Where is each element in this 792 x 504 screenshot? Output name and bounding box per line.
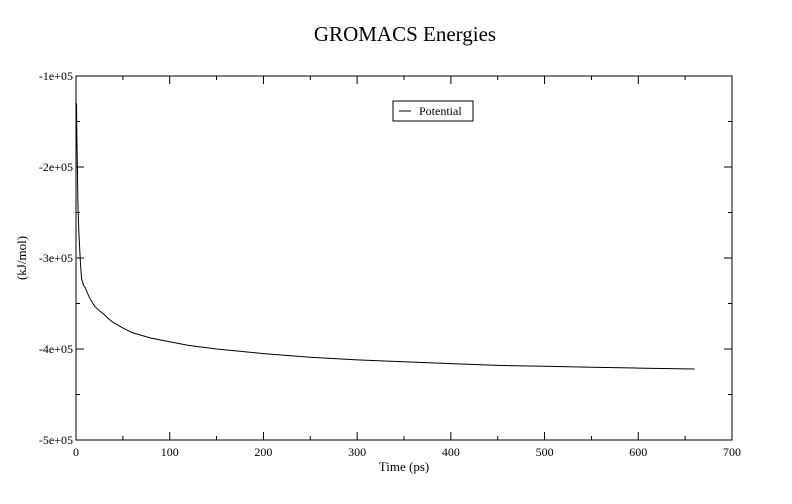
x-tick-label: 100 — [161, 445, 179, 459]
y-tick-label: -4e+05 — [39, 342, 73, 356]
y-tick-label: -2e+05 — [39, 160, 73, 174]
plot-frame — [75, 75, 733, 441]
x-tick-label: 0 — [73, 445, 79, 459]
x-tick-label: 300 — [348, 445, 366, 459]
x-tick-label: 500 — [536, 445, 554, 459]
x-tick-label: 200 — [254, 445, 272, 459]
legend-box — [392, 100, 474, 122]
y-tick-labels: -1e+05 -2e+05 -3e+05 -4e+05 -5e+05 — [39, 69, 73, 447]
x-tick-labels: 0 100 200 300 400 500 600 700 — [73, 445, 741, 459]
x-tick-label: 400 — [442, 445, 460, 459]
y-tick-label: -3e+05 — [39, 251, 73, 265]
chart-title: GROMACS Energies — [314, 22, 496, 46]
axis-ticks — [75, 75, 733, 441]
y-tick-label: -1e+05 — [39, 69, 73, 83]
y-tick-label: -5e+05 — [39, 433, 73, 447]
series-line-potential — [75, 103, 695, 370]
legend-label: Potential — [419, 104, 462, 118]
y-axis-label: (kJ/mol) — [14, 236, 29, 280]
legend: Potential — [392, 100, 474, 122]
x-axis-label: Time (ps) — [379, 459, 429, 474]
x-tick-label: 600 — [629, 445, 647, 459]
x-tick-label: 700 — [723, 445, 741, 459]
